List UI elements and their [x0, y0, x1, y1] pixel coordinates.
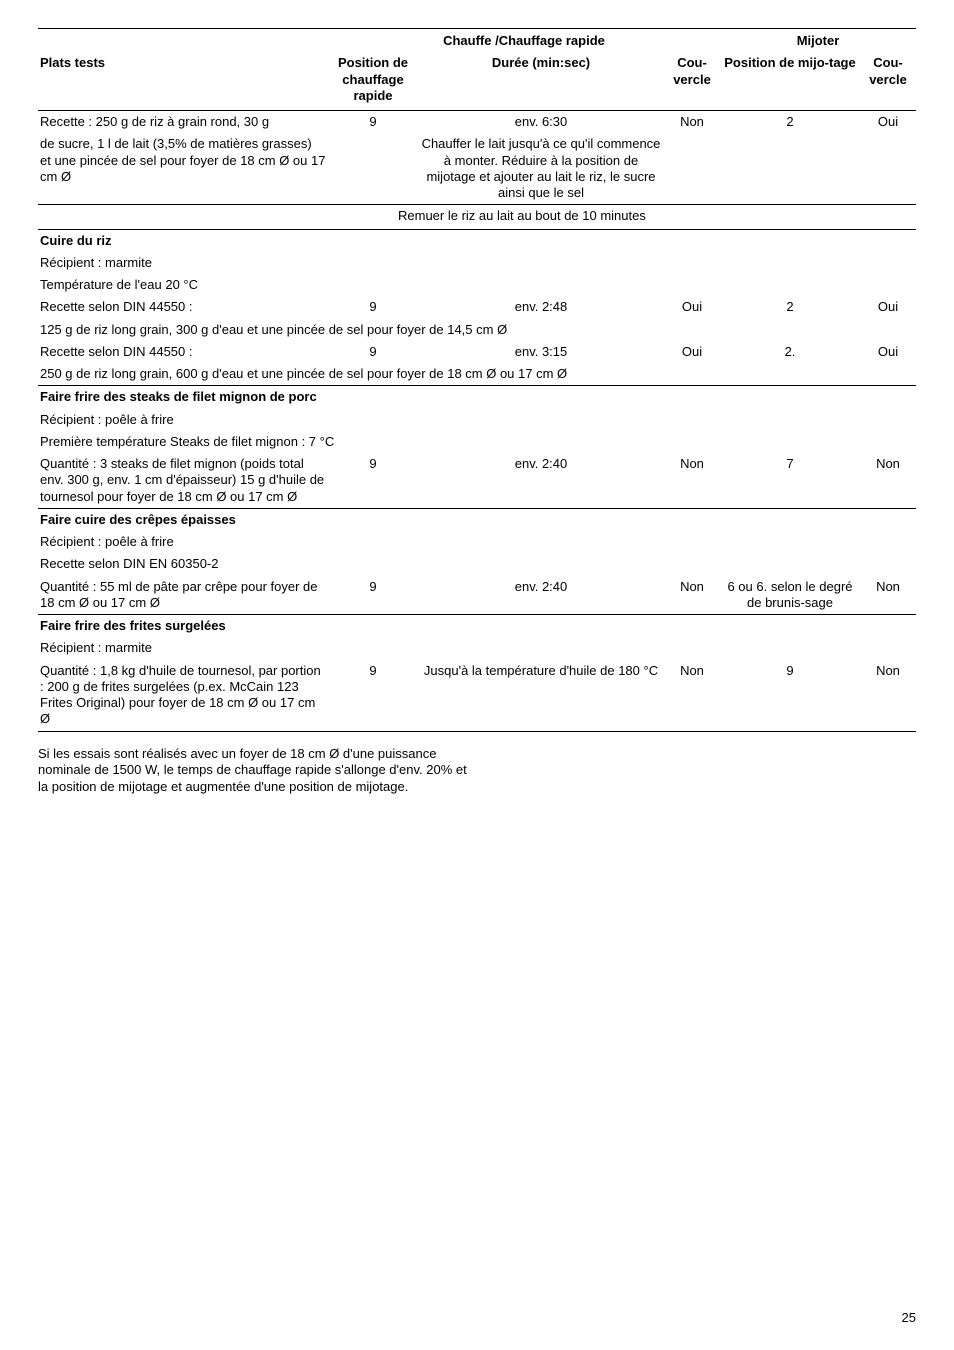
cell-duree: env. 2:48	[418, 296, 664, 318]
cell-duree: env. 2:40	[418, 576, 664, 615]
cell-desc: Première température Steaks de filet mig…	[38, 431, 916, 453]
table-row: Récipient : poêle à frire	[38, 409, 916, 431]
cell-desc: Récipient : poêle à frire	[38, 409, 916, 431]
header-mijoter: Mijoter	[720, 29, 916, 53]
cell-couv1: Non	[664, 453, 720, 508]
cell-pos: 9	[328, 341, 418, 363]
table-row: Quantité : 55 ml de pâte par crêpe pour …	[38, 576, 916, 615]
table-row: Recette : 250 g de riz à grain rond, 30 …	[38, 111, 916, 134]
cell-couv2: Non	[860, 576, 916, 615]
page-number: 25	[902, 1310, 916, 1326]
header-plats: Plats tests	[38, 52, 328, 110]
cell-couv2: Non	[860, 453, 916, 508]
cell-pos: 9	[328, 296, 418, 318]
table-row: Faire frire des steaks de filet mignon d…	[38, 386, 916, 409]
cell-desc: Quantité : 3 steaks de filet mignon (poi…	[38, 453, 328, 508]
cell-pos: 9	[328, 660, 418, 732]
cell-couv2: Non	[860, 660, 916, 732]
section-title: Faire frire des frites surgelées	[38, 615, 916, 638]
table-row: 250 g de riz long grain, 600 g d'eau et …	[38, 363, 916, 386]
table-row: Première température Steaks de filet mig…	[38, 431, 916, 453]
cell-pos: 9	[328, 453, 418, 508]
header-position: Position de chauffage rapide	[328, 52, 418, 110]
cell-desc: Recette : 250 g de riz à grain rond, 30 …	[38, 111, 328, 134]
cell-desc: Récipient : poêle à frire	[38, 531, 916, 553]
cell-duree: Jusqu'à la température d'huile de 180 °C	[418, 660, 664, 732]
cell-couv1: Oui	[664, 341, 720, 363]
cell-desc: Quantité : 55 ml de pâte par crêpe pour …	[38, 576, 328, 615]
table-row: de sucre, 1 l de lait (3,5% de matières …	[38, 133, 916, 205]
cell-duree: env. 6:30	[418, 111, 664, 134]
table-row: Recette selon DIN 44550 : 9 env. 3:15 Ou…	[38, 341, 916, 363]
cell-desc: 250 g de riz long grain, 600 g d'eau et …	[38, 363, 916, 386]
section-title: Cuire du riz	[38, 229, 916, 252]
cell-mij: 2	[720, 111, 860, 134]
table-row: 125 g de riz long grain, 300 g d'eau et …	[38, 319, 916, 341]
table-row: Quantité : 3 steaks de filet mignon (poi…	[38, 453, 916, 508]
cell-desc: Récipient : marmite	[38, 637, 916, 659]
cell-desc: Recette selon DIN 44550 :	[38, 296, 328, 318]
table-row: Cuire du riz	[38, 229, 916, 252]
cell-duree: env. 2:40	[418, 453, 664, 508]
cell-mij: 6 ou 6. selon le degré de brunis-sage	[720, 576, 860, 615]
cell-desc: Température de l'eau 20 °C	[38, 274, 916, 296]
cell-couv2: Oui	[860, 341, 916, 363]
cell-couv1: Oui	[664, 296, 720, 318]
cell-couv2: Oui	[860, 296, 916, 318]
table-row: Faire frire des frites surgelées	[38, 615, 916, 638]
cell-desc: de sucre, 1 l de lait (3,5% de matières …	[38, 133, 328, 205]
header-duree: Durée (min:sec)	[418, 52, 664, 110]
cell-mij: 9	[720, 660, 860, 732]
cell-pos: 9	[328, 111, 418, 134]
table-row: Récipient : marmite	[38, 252, 916, 274]
table-row: Remuer le riz au lait au bout de 10 minu…	[38, 205, 916, 229]
row-note: Remuer le riz au lait au bout de 10 minu…	[398, 208, 914, 224]
cell-couv1: Non	[664, 660, 720, 732]
cell-duree: env. 3:15	[418, 341, 664, 363]
table-row	[38, 731, 916, 732]
cell-mij: 7	[720, 453, 860, 508]
header-mijotage: Position de mijo-tage	[720, 52, 860, 110]
cell-desc: Recette selon DIN 44550 :	[38, 341, 328, 363]
table-row: Récipient : marmite	[38, 637, 916, 659]
header-couvercle: Cou-vercle	[664, 52, 720, 110]
section-title: Faire cuire des crêpes épaisses	[38, 508, 916, 531]
table-row: Recette selon DIN 44550 : 9 env. 2:48 Ou…	[38, 296, 916, 318]
cell-couv1: Non	[664, 576, 720, 615]
table-row: Faire cuire des crêpes épaisses	[38, 508, 916, 531]
cell-mij: 2	[720, 296, 860, 318]
header-chauffe: Chauffe /Chauffage rapide	[328, 29, 720, 53]
table-row: Quantité : 1,8 kg d'huile de tournesol, …	[38, 660, 916, 732]
table-row: Température de l'eau 20 °C	[38, 274, 916, 296]
cell-desc: 125 g de riz long grain, 300 g d'eau et …	[38, 319, 916, 341]
section-title: Faire frire des steaks de filet mignon d…	[38, 386, 916, 409]
cell-couv2: Oui	[860, 111, 916, 134]
cell-instr: Chauffer le lait jusqu'à ce qu'il commen…	[418, 133, 664, 205]
table-row: Récipient : poêle à frire	[38, 531, 916, 553]
cell-couv1: Non	[664, 111, 720, 134]
cooking-tests-table: Chauffe /Chauffage rapide Mijoter Plats …	[38, 28, 916, 732]
header-couvercle2: Cou-vercle	[860, 52, 916, 110]
table-row: Recette selon DIN EN 60350-2	[38, 553, 916, 575]
cell-desc: Recette selon DIN EN 60350-2	[38, 553, 916, 575]
cell-desc: Quantité : 1,8 kg d'huile de tournesol, …	[38, 660, 328, 732]
cell-pos: 9	[328, 576, 418, 615]
cell-desc: Récipient : marmite	[38, 252, 916, 274]
cell-mij: 2.	[720, 341, 860, 363]
footnote-text: Si les essais sont réalisés avec un foye…	[38, 746, 468, 797]
